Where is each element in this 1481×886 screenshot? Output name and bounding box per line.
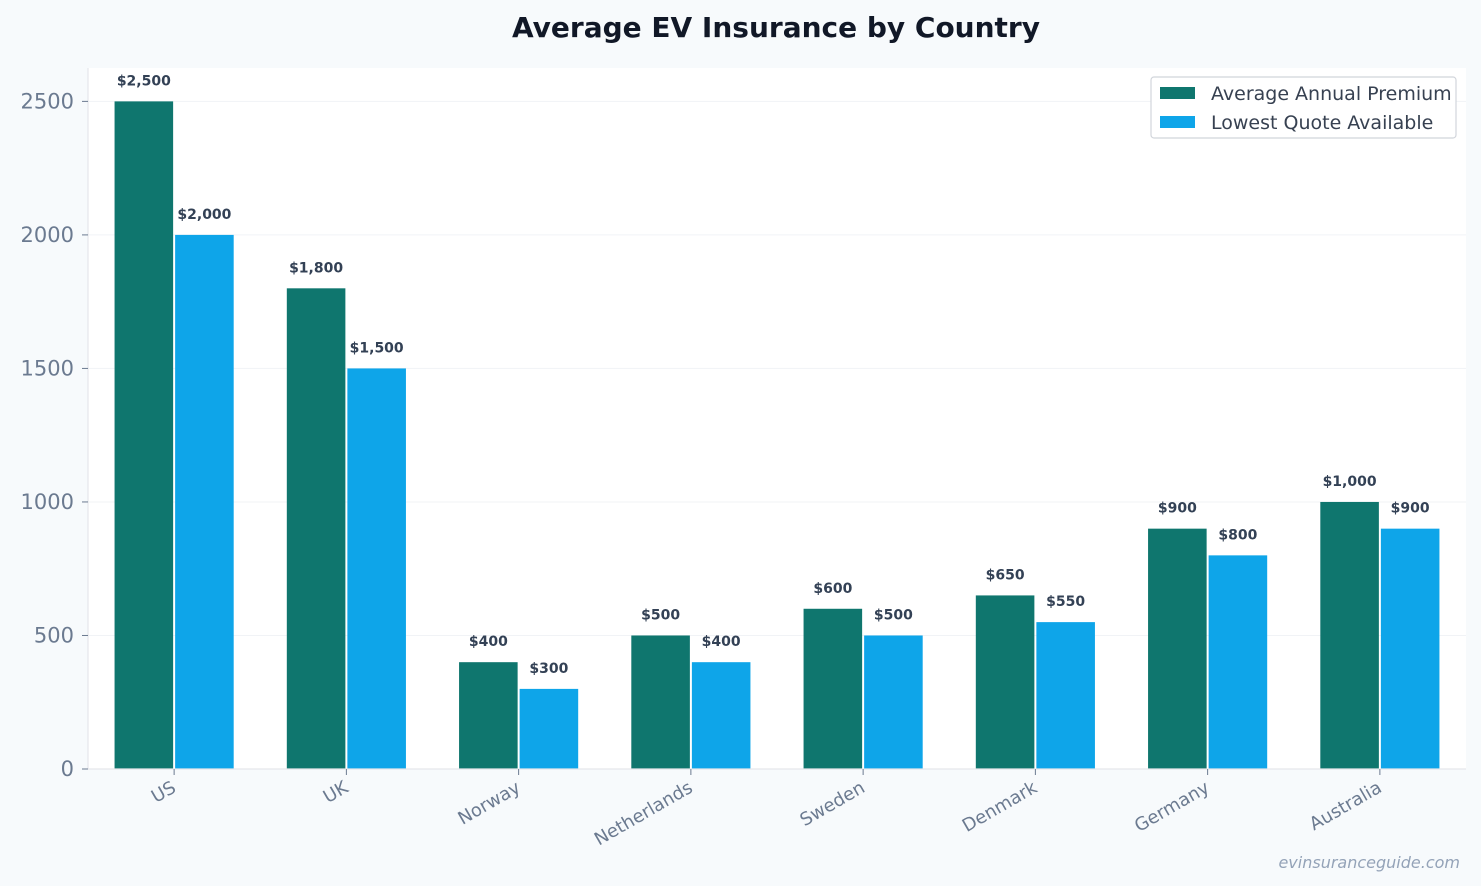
legend-label-1: Lowest Quote Available (1211, 112, 1433, 134)
data-label-netherlands-series-1: $400 (702, 634, 741, 650)
bar-netherlands-series-1 (691, 662, 751, 769)
data-label-uk-series-0: $1,800 (289, 260, 343, 276)
data-label-us-series-0: $2,500 (117, 73, 171, 89)
data-label-sweden-series-1: $500 (874, 607, 913, 623)
y-tick-label-5: 2500 (21, 89, 74, 113)
data-label-sweden-series-0: $600 (813, 581, 852, 597)
y-tick-label-1: 500 (34, 623, 74, 647)
data-label-norway-series-0: $400 (469, 634, 508, 650)
bar-australia-series-1 (1380, 528, 1440, 769)
data-label-australia-series-0: $1,000 (1323, 474, 1377, 490)
bar-us-series-1 (175, 234, 234, 769)
bar-us-series-0 (114, 101, 174, 769)
data-label-us-series-1: $2,000 (177, 207, 231, 223)
legend-box (1150, 76, 1457, 139)
y-tick-label-0: 0 (61, 757, 74, 781)
bar-australia-series-0 (1320, 501, 1379, 769)
bar-norway-series-0 (459, 662, 518, 769)
bar-germany-series-0 (1148, 528, 1207, 769)
axes (87, 68, 1466, 770)
data-label-netherlands-series-0: $500 (641, 607, 680, 623)
bar-denmark-series-1 (1036, 622, 1095, 769)
y-ticks: 0 500 1000 1500 2000 2500 (21, 89, 88, 781)
bar-norway-series-1 (519, 688, 579, 769)
data-label-australia-series-1: $900 (1391, 501, 1430, 517)
legend-label-0: Average Annual Premium (1211, 83, 1452, 105)
data-label-germany-series-1: $800 (1218, 527, 1257, 543)
legend-swatch-1 (1160, 116, 1195, 128)
legend: Average Annual Premium Lowest Quote Avai… (1150, 76, 1457, 139)
data-label-norway-series-1: $300 (529, 661, 568, 677)
watermark: evinsuranceguide.com (1278, 853, 1460, 872)
bar-germany-series-1 (1208, 555, 1268, 769)
data-label-denmark-series-0: $650 (986, 567, 1025, 583)
data-label-uk-series-1: $1,500 (350, 340, 404, 356)
bar-sweden-series-0 (803, 608, 863, 769)
bar-uk-series-1 (347, 368, 406, 769)
data-labels: $2,500 $2,000 $1,800 $1,500 $400 $300 $500 $400… (117, 73, 1430, 677)
bar-uk-series-0 (286, 288, 346, 769)
y-tick-label-4: 2000 (21, 223, 74, 247)
data-label-germany-series-0: $900 (1158, 501, 1197, 517)
bar-denmark-series-0 (975, 595, 1035, 769)
legend-swatch-0 (1160, 87, 1195, 99)
bars (114, 101, 1440, 769)
y-tick-label-3: 1500 (21, 356, 74, 380)
bar-sweden-series-1 (864, 635, 923, 769)
y-tick-label-2: 1000 (21, 490, 74, 514)
chart-title: Average EV Insurance by Country (512, 11, 1040, 44)
data-label-denmark-series-1: $550 (1046, 594, 1085, 610)
bar-netherlands-series-0 (631, 635, 690, 769)
